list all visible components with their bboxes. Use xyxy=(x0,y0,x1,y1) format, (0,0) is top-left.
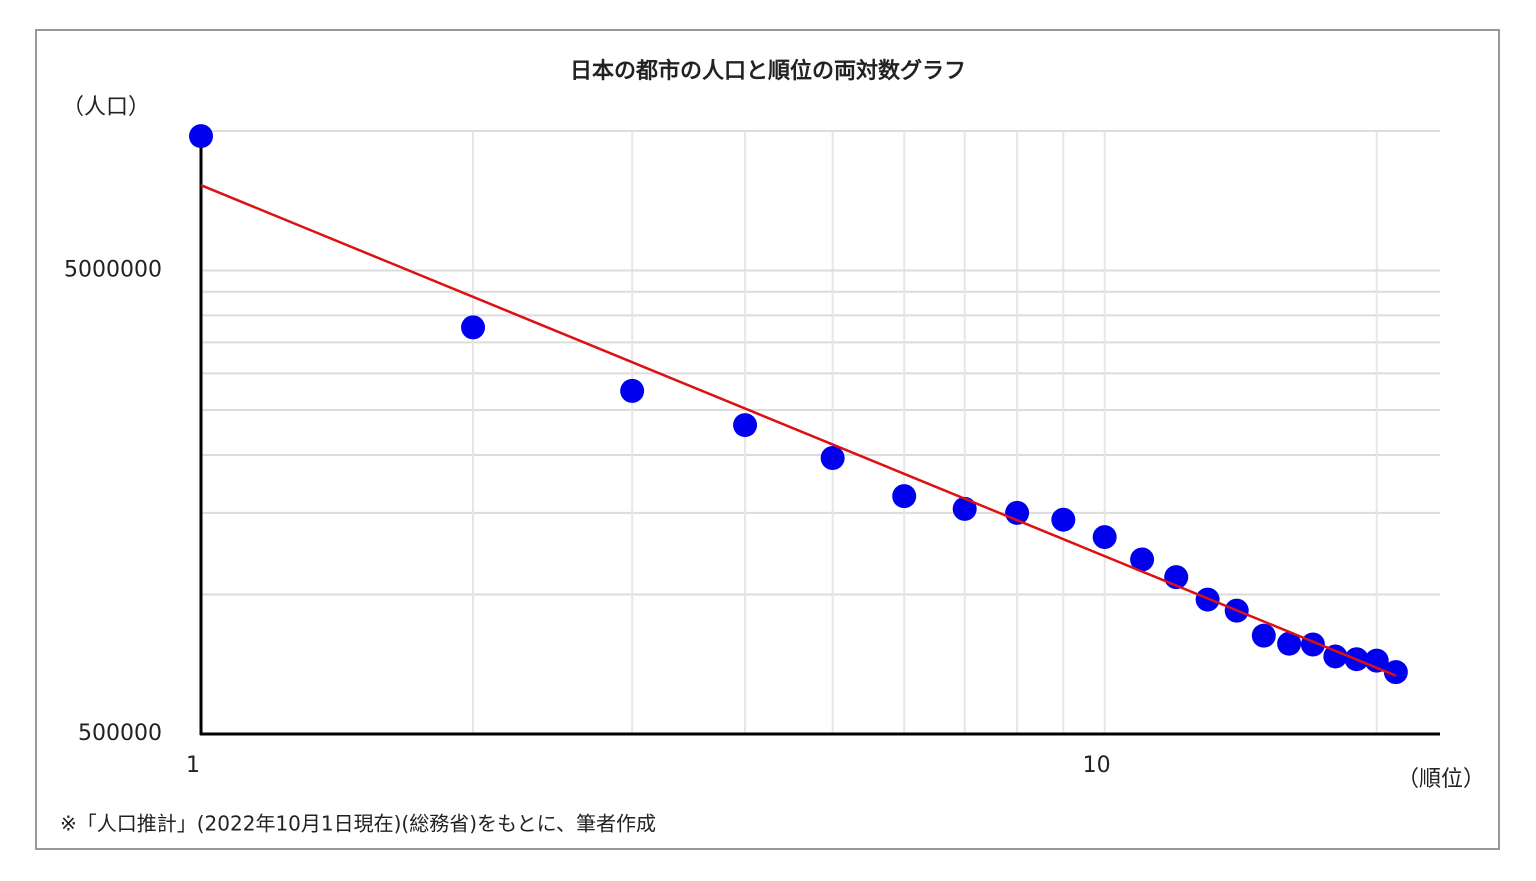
data-point xyxy=(1323,644,1348,669)
data-point xyxy=(1092,525,1117,550)
chart-frame xyxy=(35,29,1500,850)
x-tick-label: 1 xyxy=(186,753,200,778)
data-point xyxy=(1251,623,1276,648)
data-point xyxy=(892,484,917,509)
data-point xyxy=(952,496,977,521)
y-tick-label: 5000000 xyxy=(64,258,162,283)
grid xyxy=(199,130,1440,736)
y-tick-label: 500000 xyxy=(78,721,162,746)
source-note: ※「人口推計」(2022年10月1日現在)(総務省)をもとに、筆者作成 xyxy=(60,812,656,836)
y-axis-label: （人口） xyxy=(62,95,150,120)
data-point xyxy=(820,446,845,471)
data-point xyxy=(620,378,645,403)
data-point xyxy=(1051,507,1076,532)
marks xyxy=(189,124,1408,685)
chart-title: 日本の都市の人口と順位の両対数グラフ xyxy=(570,58,966,84)
data-point xyxy=(733,413,758,438)
trend-line xyxy=(200,184,1397,677)
data-point xyxy=(461,315,486,340)
data-point xyxy=(1277,631,1302,656)
x-tick-label: 10 xyxy=(1083,753,1111,778)
data-point xyxy=(1130,547,1155,572)
data-point xyxy=(189,124,213,149)
data-point xyxy=(1383,660,1408,685)
x-axis-label: （順位） xyxy=(1397,767,1485,792)
